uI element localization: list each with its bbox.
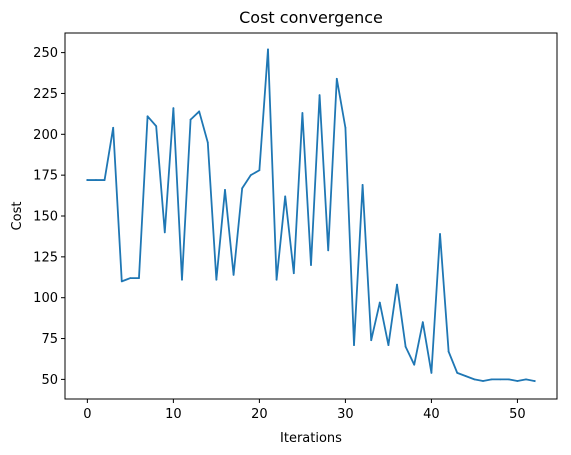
data-point xyxy=(344,126,347,129)
y-tick-label: 250 xyxy=(33,46,58,61)
data-point xyxy=(224,188,226,191)
data-point xyxy=(249,174,252,177)
x-tick-label: 50 xyxy=(509,407,526,422)
series-line xyxy=(86,48,536,383)
x-tick-label: 10 xyxy=(165,407,182,422)
data-point xyxy=(215,278,218,281)
data-point xyxy=(396,283,398,286)
data-point xyxy=(146,115,149,118)
y-tick-label: 200 xyxy=(33,128,58,143)
data-point xyxy=(181,278,183,281)
data-point xyxy=(404,345,407,348)
data-point xyxy=(292,272,295,275)
chart-title: Cost convergence xyxy=(239,8,383,27)
data-point xyxy=(413,363,416,366)
y-axis-label: Cost xyxy=(10,202,25,231)
data-point xyxy=(95,179,97,181)
data-point xyxy=(473,378,476,381)
data-point xyxy=(353,344,355,346)
data-point xyxy=(275,278,278,281)
data-point xyxy=(241,187,244,190)
data-point xyxy=(464,375,467,378)
x-tick-label: 20 xyxy=(251,407,268,422)
y-tick-label: 225 xyxy=(33,87,58,102)
data-point xyxy=(301,112,304,114)
data-point xyxy=(439,233,441,235)
x-axis: 0 10 20 30 40 50 xyxy=(83,399,526,422)
data-point xyxy=(482,380,484,382)
data-point xyxy=(456,371,459,374)
data-point xyxy=(533,380,536,382)
data-point xyxy=(267,48,269,51)
data-point xyxy=(525,378,527,381)
y-tick-label: 100 xyxy=(33,291,58,306)
data-point xyxy=(370,339,373,342)
data-point xyxy=(258,169,261,172)
y-axis: 50 75 100 125 150 175 200 225 250 xyxy=(33,46,65,388)
y-tick-label: 175 xyxy=(33,169,58,184)
data-point xyxy=(163,231,166,234)
data-point xyxy=(172,107,175,110)
data-point xyxy=(86,179,89,181)
x-tick-label: 30 xyxy=(337,407,354,422)
data-point xyxy=(310,264,312,266)
x-axis-label: Iterations xyxy=(280,431,342,446)
data-point xyxy=(189,118,192,121)
data-point xyxy=(490,378,493,381)
data-point xyxy=(120,280,123,283)
x-tick-label: 0 xyxy=(83,407,91,422)
data-point xyxy=(361,184,364,186)
x-tick-label: 40 xyxy=(423,407,440,422)
data-point xyxy=(138,277,140,279)
y-tick-label: 50 xyxy=(41,373,58,388)
y-tick-label: 75 xyxy=(41,332,58,347)
data-point xyxy=(421,321,424,324)
data-point xyxy=(430,371,433,374)
data-point xyxy=(129,277,132,279)
data-point xyxy=(103,179,106,181)
data-point xyxy=(206,141,209,144)
data-point xyxy=(387,344,390,346)
data-point xyxy=(447,350,450,353)
data-point xyxy=(112,126,115,129)
data-point xyxy=(499,378,502,381)
data-point xyxy=(155,125,158,128)
data-point xyxy=(507,378,510,381)
data-point xyxy=(378,301,381,304)
data-point xyxy=(516,380,519,382)
plot-area xyxy=(86,48,536,383)
axes-frame xyxy=(64,32,558,400)
y-tick-label: 125 xyxy=(33,250,58,265)
data-point xyxy=(335,77,338,80)
y-tick-label: 150 xyxy=(33,210,58,225)
data-point xyxy=(318,94,321,96)
data-point xyxy=(327,249,330,252)
data-point xyxy=(232,273,235,276)
data-point xyxy=(198,110,201,113)
data-point xyxy=(284,195,287,198)
